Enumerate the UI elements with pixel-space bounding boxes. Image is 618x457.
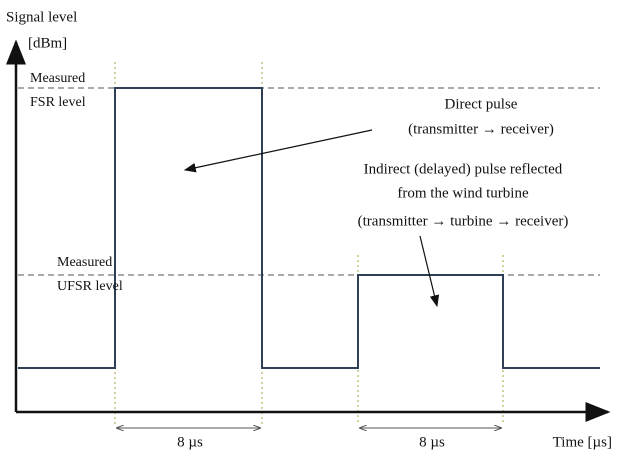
x-label: Time [µs] — [553, 434, 612, 450]
y-label: Signal level — [6, 9, 77, 25]
pointer-arrow — [183, 129, 373, 173]
annotation: (transmitter → receiver) — [408, 121, 554, 137]
level-label: FSR level — [30, 95, 86, 110]
duration-label: 8 µs — [419, 434, 445, 450]
level-lines — [18, 87, 600, 276]
time-guides — [114, 62, 504, 425]
y-label: [dBm] — [28, 35, 67, 51]
annotation: Direct pulse — [445, 96, 518, 112]
level-label: Measured — [57, 255, 112, 270]
annotation: from the wind turbine — [397, 185, 529, 201]
annotation: (transmitter → turbine → receiver) — [358, 213, 569, 229]
level-label: Measured — [30, 71, 85, 86]
duration-label: 8 µs — [177, 434, 203, 450]
signal — [18, 87, 600, 369]
pointer-arrow — [419, 235, 440, 308]
level-label: UFSR level — [57, 279, 123, 294]
annotation: Indirect (delayed) pulse reflected — [364, 161, 563, 177]
